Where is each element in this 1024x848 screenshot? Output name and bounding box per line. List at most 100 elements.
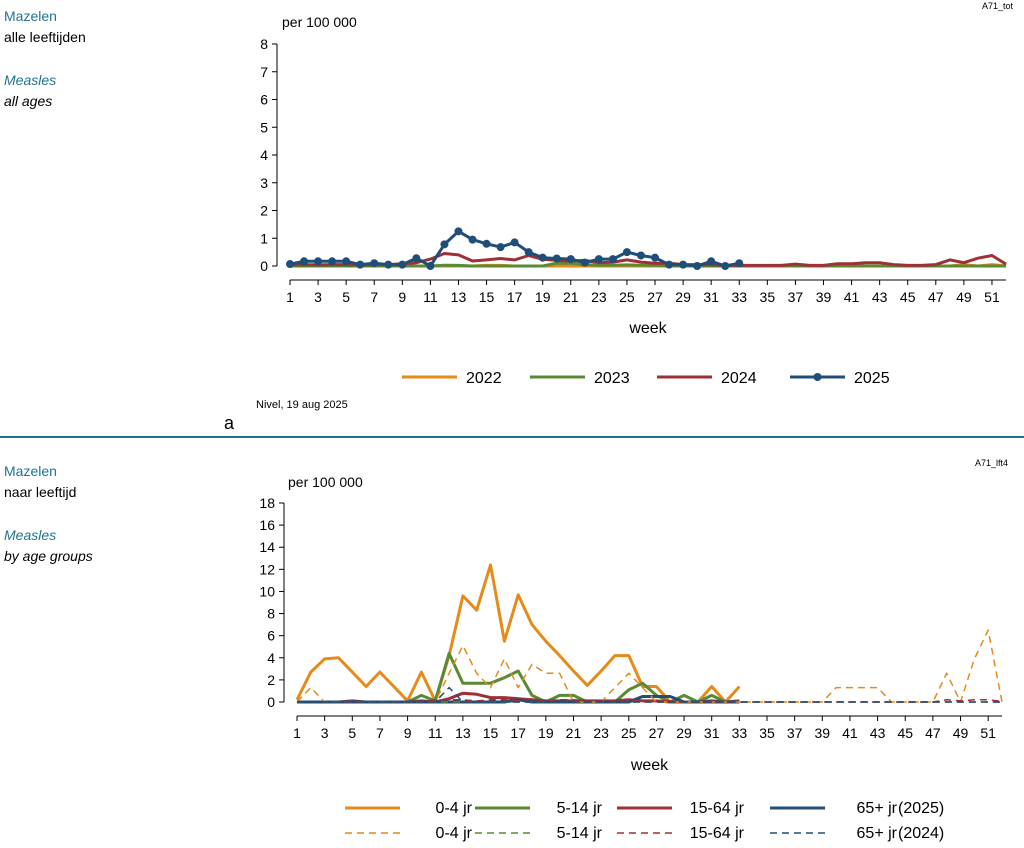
x-tick-label: 15 <box>479 289 495 305</box>
x-tick-label: 23 <box>591 289 607 305</box>
legend-label: 15-64 jr <box>690 800 745 817</box>
x-tick-label: 41 <box>844 289 860 305</box>
legend-label: 2022 <box>466 370 502 387</box>
x-tick-label: 21 <box>566 725 582 741</box>
x-tick-label: 3 <box>321 725 329 741</box>
x-tick-label: 29 <box>675 289 691 305</box>
x-tick-label: 35 <box>759 725 775 741</box>
series-line-0-4-jr-2024- <box>296 629 1003 703</box>
series-point <box>440 240 449 249</box>
x-tick-label: 41 <box>842 725 858 741</box>
divider <box>0 436 1024 438</box>
y-tick-label: 2 <box>267 672 275 688</box>
x-tick-label: 9 <box>398 289 406 305</box>
x-tick-label: 13 <box>451 289 467 305</box>
chart-a-nl-subtitle: alle leeftijden <box>4 29 86 45</box>
series-point <box>679 260 688 269</box>
x-tick-label: 15 <box>483 725 499 741</box>
x-tick-label: 25 <box>621 725 637 741</box>
x-tick-label: 51 <box>980 725 996 741</box>
y-axis-label: per 100 000 <box>282 14 357 30</box>
series-line-65-jr-2024- <box>297 686 1002 703</box>
series-point <box>622 248 631 257</box>
x-tick-label: 43 <box>872 289 888 305</box>
series-point <box>510 238 519 247</box>
series-point <box>707 257 716 266</box>
y-tick-label: 0 <box>260 258 268 274</box>
x-tick-label: 29 <box>676 725 692 741</box>
legend-marker <box>813 373 822 381</box>
x-tick-label: 7 <box>370 289 378 305</box>
chart-b-side-labels: Mazelen naar leeftijd Measles by age gro… <box>4 461 93 567</box>
x-tick-label: 47 <box>928 289 944 305</box>
x-tick-label: 5 <box>342 289 350 305</box>
x-tick-label: 37 <box>788 289 804 305</box>
series-point <box>286 260 294 269</box>
legend-year: (2025) <box>898 800 944 817</box>
x-tick-label: 49 <box>953 725 969 741</box>
x-tick-label: 27 <box>647 289 663 305</box>
series-point <box>538 253 547 262</box>
legend-label: 5-14 jr <box>557 825 603 842</box>
series-point <box>580 258 589 267</box>
series-point <box>665 260 674 269</box>
series-point <box>342 257 351 266</box>
series-line-0-4-jr-2025- <box>295 563 741 704</box>
legend-label: 2025 <box>854 370 890 387</box>
x-tick-label: 33 <box>732 725 748 741</box>
series-point <box>356 260 365 269</box>
y-tick-label: 16 <box>259 517 275 533</box>
x-tick-label: 17 <box>510 725 526 741</box>
legend-label: 0-4 jr <box>436 825 473 842</box>
x-tick-label: 49 <box>956 289 972 305</box>
series-point <box>608 255 617 264</box>
x-tick-label: 21 <box>563 289 579 305</box>
x-tick-label: 9 <box>404 725 412 741</box>
series-point <box>594 255 603 264</box>
x-tick-label: 45 <box>897 725 913 741</box>
series-point <box>398 260 407 269</box>
legend-label: 2024 <box>721 370 757 387</box>
x-tick-label: 25 <box>619 289 635 305</box>
series-point <box>300 257 309 266</box>
series-point <box>384 260 393 269</box>
series-point <box>482 239 491 248</box>
series-point <box>370 259 379 268</box>
series-point <box>496 243 505 252</box>
y-tick-label: 2 <box>260 203 268 219</box>
series-line-5-14-jr-2025- <box>297 651 740 704</box>
series-point <box>721 262 730 270</box>
series-point <box>566 255 575 264</box>
x-tick-label: 33 <box>731 289 747 305</box>
x-tick-label: 37 <box>787 725 803 741</box>
chart-a-nl-title: Mazelen <box>4 8 57 24</box>
series-point <box>651 253 660 262</box>
y-tick-label: 7 <box>260 64 268 80</box>
legend-year: (2024) <box>898 825 944 842</box>
x-tick-label: 47 <box>925 725 941 741</box>
chart-a-en-title: Measles <box>4 72 57 88</box>
chart-b-nl-subtitle: naar leeftijd <box>4 484 77 500</box>
y-tick-label: 10 <box>259 583 275 599</box>
series-line-2023 <box>290 261 1006 268</box>
y-tick-label: 8 <box>267 606 275 622</box>
series-point <box>314 257 323 266</box>
x-tick-label: 39 <box>816 289 832 305</box>
y-tick-label: 8 <box>260 36 268 52</box>
x-tick-label: 51 <box>984 289 1000 305</box>
x-tick-label: 43 <box>870 725 886 741</box>
x-tick-label: 31 <box>704 725 720 741</box>
legend-label: 0-4 jr <box>436 800 473 817</box>
y-tick-label: 5 <box>260 119 268 135</box>
x-tick-label: 1 <box>293 725 301 741</box>
chart-a-en-subtitle: all ages <box>4 93 53 109</box>
chart-b-nl-title: Mazelen <box>4 463 57 479</box>
series-line-15-64-jr-2024- <box>296 697 1003 703</box>
x-tick-label: 45 <box>900 289 916 305</box>
series-point <box>454 227 463 236</box>
x-tick-label: 13 <box>455 725 471 741</box>
x-tick-label: 11 <box>428 725 443 741</box>
footer-source: Nivel, 19 aug 2025 <box>256 399 348 411</box>
y-tick-label: 4 <box>260 147 268 163</box>
